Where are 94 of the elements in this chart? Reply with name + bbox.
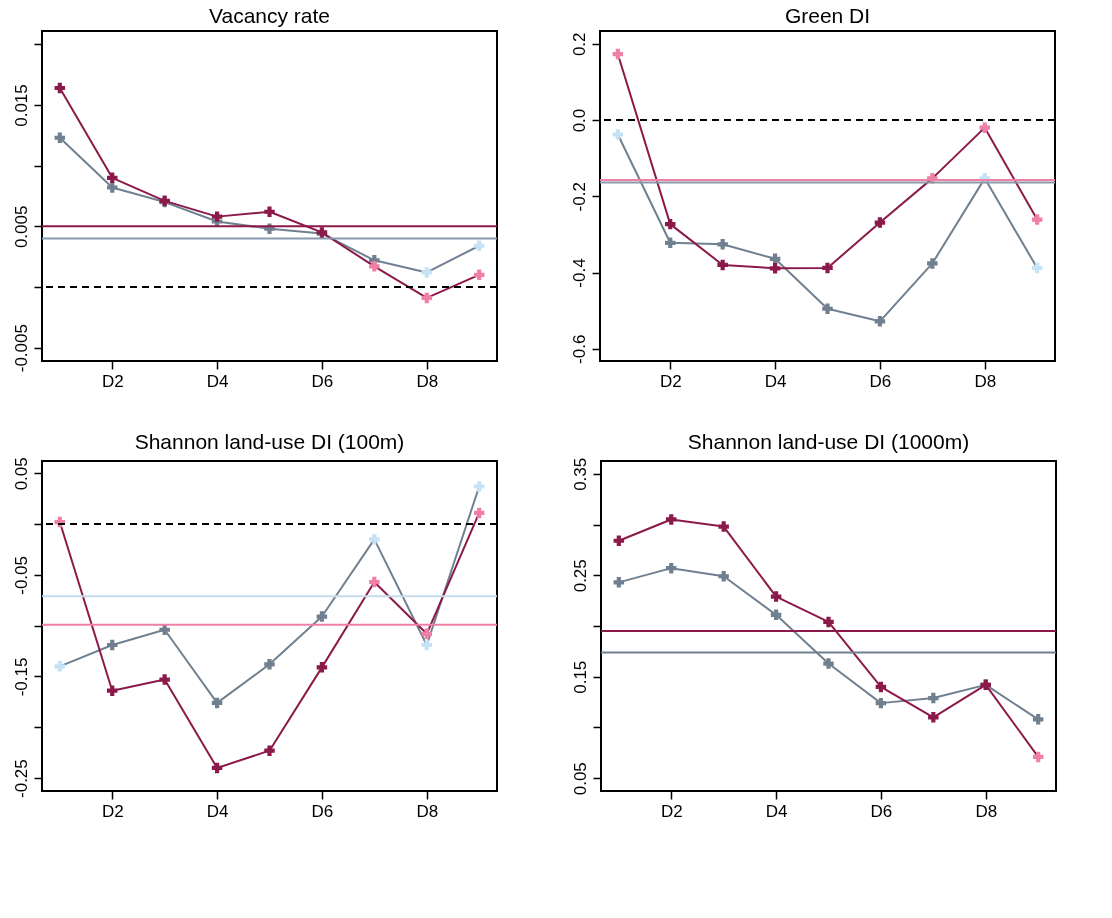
point [666, 514, 677, 525]
point [612, 48, 624, 60]
point [316, 611, 328, 622]
point [718, 521, 729, 532]
point [316, 662, 328, 673]
point [666, 562, 677, 574]
point [874, 316, 886, 327]
y-tick-label: -0.15 [11, 657, 31, 697]
point [1031, 262, 1043, 274]
x-tick-label: D4 [764, 371, 787, 391]
chart-title: Green DI [784, 4, 871, 27]
point [264, 659, 275, 670]
point [979, 122, 990, 133]
y-tick-label: -0.4 [569, 258, 589, 288]
y-tick-label: 0.35 [570, 457, 590, 491]
chart-title: Shannon land-use DI (100m) [134, 429, 405, 453]
point [421, 628, 432, 640]
point [54, 132, 66, 144]
chart-title: Vacancy rate [208, 4, 331, 27]
point [421, 267, 432, 278]
point [369, 576, 380, 588]
point [473, 240, 485, 251]
point [875, 681, 887, 693]
x-tick-label: D6 [311, 371, 334, 391]
point [823, 616, 834, 628]
point [473, 507, 485, 519]
x-tick-label: D6 [311, 801, 334, 821]
point [107, 172, 118, 184]
point [823, 658, 834, 669]
y-tick-label: 0.0 [569, 108, 589, 133]
point [822, 262, 833, 274]
x-tick-label: D8 [416, 801, 439, 821]
point [927, 258, 938, 269]
point [473, 269, 485, 281]
y-tick-label: 0.005 [11, 205, 31, 249]
x-tick-label: D6 [869, 371, 892, 391]
point [874, 217, 886, 228]
x-tick-label: D8 [416, 371, 439, 391]
x-tick-label: D4 [206, 371, 229, 391]
point [613, 577, 625, 588]
y-tick-label: 0.05 [570, 762, 590, 796]
point [264, 745, 275, 756]
point [613, 535, 625, 546]
y-tick-label: -0.25 [11, 759, 31, 798]
point [421, 292, 432, 304]
point [770, 609, 782, 621]
point [107, 639, 118, 651]
x-tick-label: D4 [765, 801, 788, 821]
x-tick-label: D2 [660, 801, 683, 821]
point [665, 237, 676, 249]
point [159, 674, 170, 685]
y-tick-label: 0.2 [569, 32, 589, 57]
point [211, 697, 223, 709]
y-tick-label: 0.015 [11, 84, 31, 127]
point [107, 182, 118, 193]
y-tick-label: -0.6 [569, 334, 589, 364]
point [1031, 214, 1043, 225]
point [665, 218, 676, 230]
point [822, 303, 833, 315]
point [264, 206, 275, 218]
point [369, 261, 380, 272]
point [1032, 714, 1044, 725]
point [211, 762, 223, 774]
point [369, 534, 380, 545]
point [717, 259, 728, 271]
x-tick-label: D2 [101, 371, 124, 391]
point [770, 591, 782, 602]
point [54, 661, 66, 672]
y-tick-label: 0.25 [570, 559, 590, 593]
point [211, 211, 223, 222]
x-tick-label: D4 [206, 801, 229, 821]
point [717, 239, 728, 250]
point [107, 685, 118, 696]
point [473, 481, 485, 492]
x-tick-label: D8 [974, 371, 997, 391]
point [875, 697, 887, 709]
x-tick-label: D2 [659, 371, 682, 391]
y-tick-label: 0.05 [11, 457, 31, 491]
point [769, 263, 781, 274]
point [612, 129, 624, 140]
point [1032, 751, 1044, 763]
x-tick-label: D2 [101, 801, 124, 821]
y-tick-label: -0.005 [11, 324, 31, 373]
y-tick-label: -0.2 [569, 182, 589, 212]
point [718, 571, 729, 582]
x-tick-label: D6 [870, 801, 893, 821]
point [421, 639, 432, 651]
chart-title: Shannon land-use DI (1000m) [687, 430, 970, 454]
point [928, 712, 939, 723]
point [54, 82, 66, 94]
point [928, 692, 939, 704]
y-tick-label: 0.15 [570, 660, 590, 694]
y-tick-label: -0.05 [11, 556, 31, 595]
x-tick-label: D8 [975, 801, 998, 821]
